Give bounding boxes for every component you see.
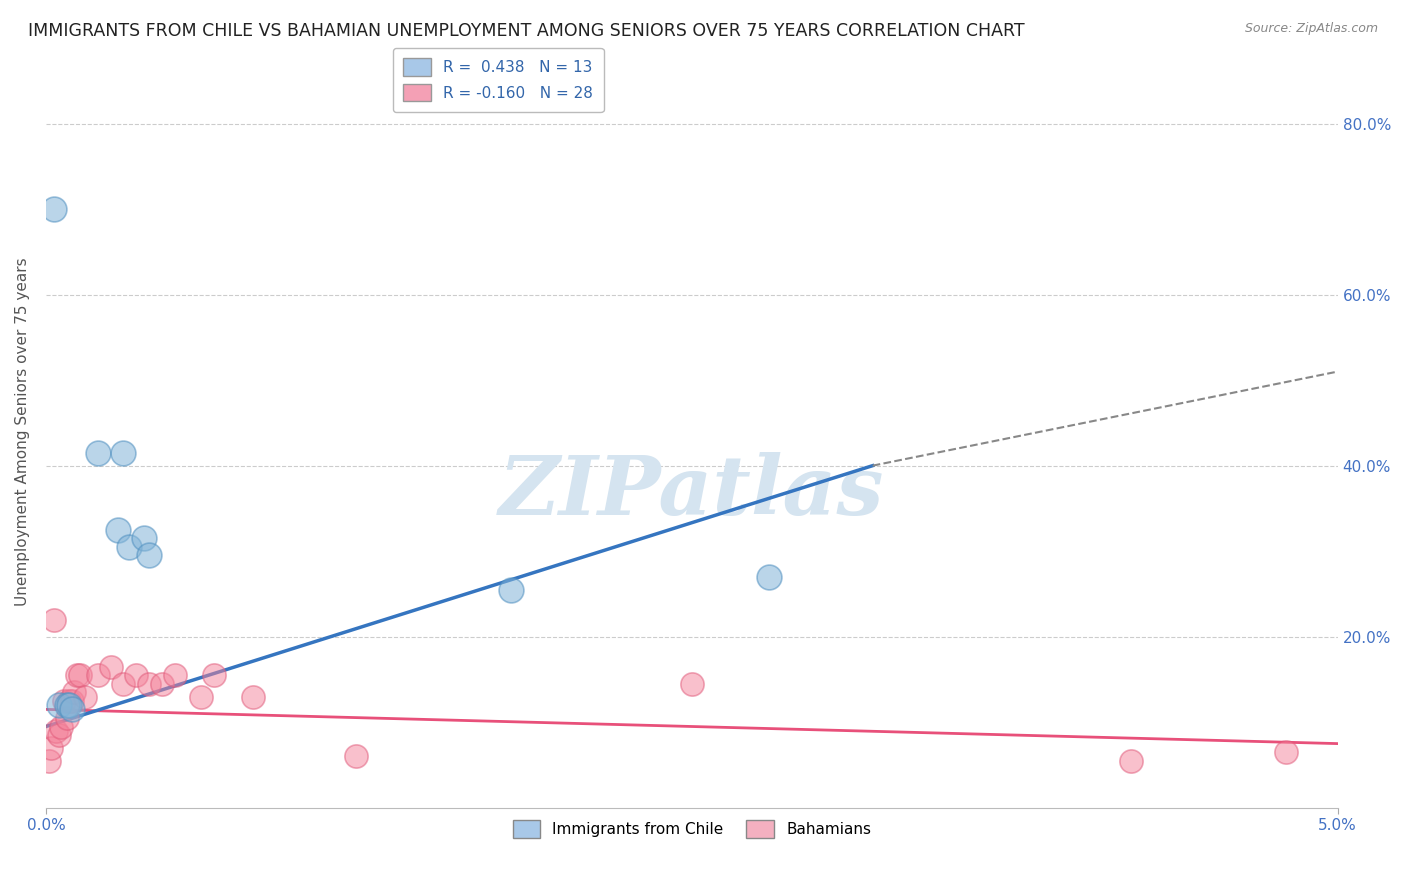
Point <box>51 719 73 733</box>
Point <box>69 668 91 682</box>
Point <box>38 754 60 768</box>
Point <box>53 694 76 708</box>
Point <box>134 532 156 546</box>
Point <box>165 668 187 682</box>
Point <box>100 659 122 673</box>
Point <box>45 723 67 738</box>
Point <box>60 694 83 708</box>
Point <box>73 690 96 704</box>
Point <box>63 685 86 699</box>
Point <box>60 702 83 716</box>
Point <box>190 690 212 704</box>
Point <box>150 677 173 691</box>
Point <box>107 523 129 537</box>
Point <box>1119 754 1142 768</box>
Point <box>1275 745 1298 759</box>
Point <box>138 677 160 691</box>
Text: ZIPatlas: ZIPatlas <box>499 451 884 532</box>
Point <box>202 668 225 682</box>
Y-axis label: Unemployment Among Seniors over 75 years: Unemployment Among Seniors over 75 years <box>15 257 30 606</box>
Point <box>112 677 135 691</box>
Point <box>86 668 108 682</box>
Point <box>42 613 65 627</box>
Point <box>42 202 65 216</box>
Point <box>344 749 367 764</box>
Text: Source: ZipAtlas.com: Source: ZipAtlas.com <box>1244 22 1378 36</box>
Point <box>117 540 139 554</box>
Point <box>138 549 160 563</box>
Point <box>112 446 135 460</box>
Point <box>58 694 80 708</box>
Point <box>55 698 77 712</box>
Point <box>681 677 703 691</box>
Point <box>55 711 77 725</box>
Legend: Immigrants from Chile, Bahamians: Immigrants from Chile, Bahamians <box>505 813 879 846</box>
Point <box>499 582 522 597</box>
Point <box>39 740 62 755</box>
Point <box>58 698 80 712</box>
Point <box>242 690 264 704</box>
Point <box>86 446 108 460</box>
Text: IMMIGRANTS FROM CHILE VS BAHAMIAN UNEMPLOYMENT AMONG SENIORS OVER 75 YEARS CORRE: IMMIGRANTS FROM CHILE VS BAHAMIAN UNEMPL… <box>28 22 1025 40</box>
Point <box>66 668 89 682</box>
Point <box>758 570 780 584</box>
Point <box>48 728 70 742</box>
Point <box>48 698 70 712</box>
Point <box>125 668 148 682</box>
